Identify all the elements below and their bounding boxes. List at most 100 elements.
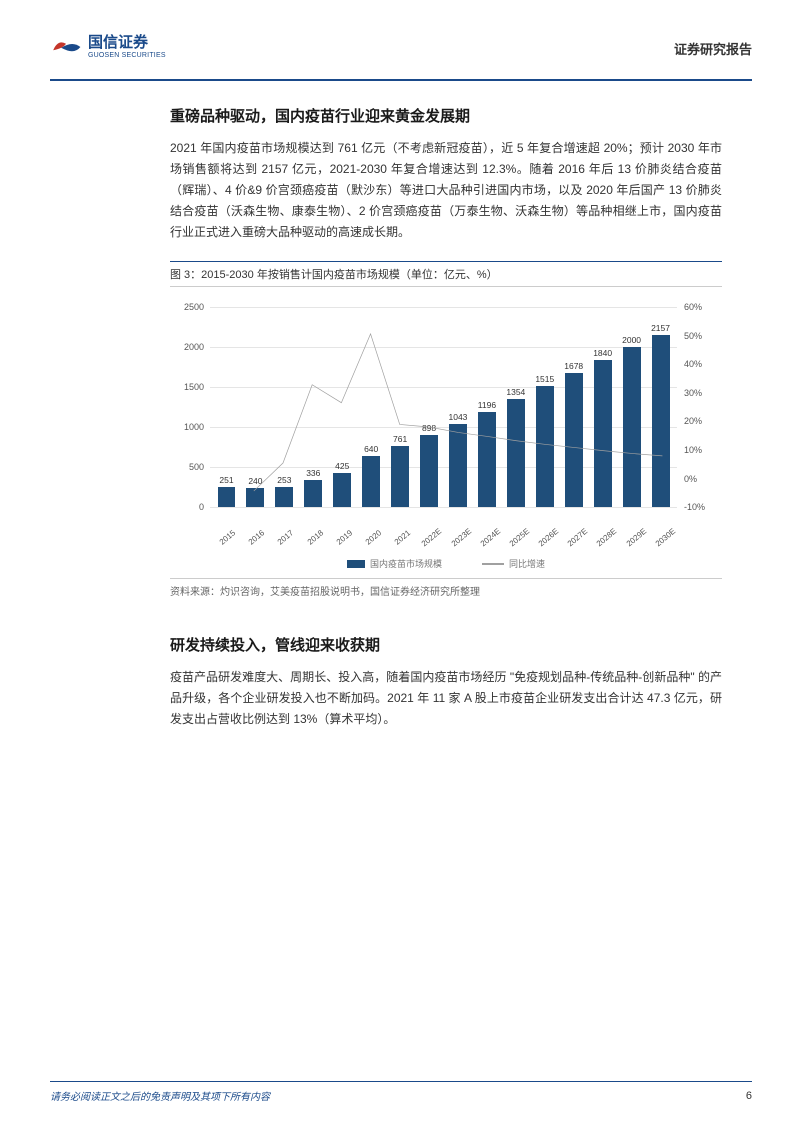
- main-content: 重磅品种驱动，国内疫苗行业迎来黄金发展期 2021 年国内疫苗市场规模达到 76…: [50, 105, 752, 1081]
- bar: [420, 435, 438, 507]
- x-axis-label: 2025E: [505, 525, 533, 551]
- legend-bar-label: 国内疫苗市场规模: [370, 557, 442, 570]
- y-left-tick: 2500: [184, 302, 204, 312]
- x-axis-label: 2029E: [622, 525, 650, 551]
- bar-value-label: 1196: [478, 400, 496, 410]
- bar: [362, 456, 380, 507]
- section1-body: 2021 年国内疫苗市场规模达到 761 亿元（不考虑新冠疫苗），近 5 年复合…: [170, 138, 722, 243]
- bar-value-label: 1840: [593, 348, 612, 358]
- bar-group: 1196: [472, 307, 501, 507]
- bar: [275, 487, 293, 507]
- bar-group: 251: [212, 307, 241, 507]
- legend-bar: 国内疫苗市场规模: [347, 557, 442, 570]
- bar-group: 640: [357, 307, 386, 507]
- page-number: 6: [746, 1090, 752, 1102]
- bar-group: 1043: [444, 307, 473, 507]
- bar-group: 2157: [646, 307, 675, 507]
- section1-title: 重磅品种驱动，国内疫苗行业迎来黄金发展期: [170, 105, 722, 126]
- report-type-label: 证券研究报告: [674, 35, 752, 58]
- x-axis-label: 2017: [272, 525, 300, 551]
- bar-value-label: 1354: [506, 387, 525, 397]
- legend-line-label: 同比增速: [509, 557, 545, 570]
- y-right-tick: 0%: [684, 474, 697, 484]
- y-right-tick: -10%: [684, 502, 705, 512]
- y-left-tick: 1500: [184, 382, 204, 392]
- y-right-tick: 30%: [684, 388, 702, 398]
- bar-value-label: 336: [306, 468, 320, 478]
- bar: [536, 386, 554, 507]
- bar: [246, 488, 264, 507]
- figure-caption: 图 3：2015-2030 年按销售计国内疫苗市场规模（单位：亿元、%）: [170, 261, 722, 287]
- bar-group: 761: [386, 307, 415, 507]
- bar-value-label: 425: [335, 461, 349, 471]
- x-axis-label: 2030E: [651, 525, 679, 551]
- y-right-tick: 10%: [684, 445, 702, 455]
- bar: [478, 412, 496, 508]
- y-right-tick: 60%: [684, 302, 702, 312]
- figure-source: 资料来源：灼识咨询，艾美疫苗招股说明书，国信证券经济研究所整理: [170, 578, 722, 598]
- bar: [565, 373, 583, 507]
- bar-group: 898: [415, 307, 444, 507]
- bar: [507, 399, 525, 507]
- logo-text-en: GUOSEN SECURITIES: [88, 52, 166, 60]
- header-divider: [50, 79, 752, 81]
- bar-value-label: 1678: [564, 361, 583, 371]
- page-footer: 请务必阅读正文之后的免责声明及其项下所有内容 6: [50, 1081, 752, 1103]
- bar-value-label: 2000: [622, 335, 641, 345]
- bar-group: 1678: [559, 307, 588, 507]
- bar-value-label: 1043: [449, 412, 468, 422]
- x-axis-label: 2019: [330, 525, 358, 551]
- section2-body: 疫苗产品研发难度大、周期长、投入高，随着国内疫苗市场经历 "免疫规划品种-传统品…: [170, 667, 722, 730]
- x-axis-label: 2023E: [447, 525, 475, 551]
- bar: [333, 473, 351, 507]
- bar-group: 1515: [530, 307, 559, 507]
- legend-line: 同比增速: [482, 557, 545, 570]
- bar-group: 240: [241, 307, 270, 507]
- bar: [391, 446, 409, 507]
- market-size-chart: 05001000150020002500 -10%0%10%20%30%40%5…: [170, 297, 722, 557]
- x-axis-label: 2018: [301, 525, 329, 551]
- bar-group: 1354: [501, 307, 530, 507]
- bar-value-label: 640: [364, 444, 378, 454]
- y-left-tick: 0: [199, 502, 204, 512]
- bar: [218, 487, 236, 507]
- bar: [304, 480, 322, 507]
- bar-group: 253: [270, 307, 299, 507]
- company-logo: 国信证券 GUOSEN SECURITIES: [50, 35, 166, 59]
- bar: [623, 347, 641, 507]
- x-axis-label: 2021: [389, 525, 417, 551]
- chart-legend: 国内疫苗市场规模 同比增速: [170, 557, 722, 570]
- bar-group: 2000: [617, 307, 646, 507]
- bar-value-label: 240: [248, 476, 262, 486]
- x-axis-label: 2016: [243, 525, 271, 551]
- section2-title: 研发持续投入，管线迎来收获期: [170, 634, 722, 655]
- bar-value-label: 1515: [535, 374, 554, 384]
- bar-group: 1840: [588, 307, 617, 507]
- bar: [449, 424, 467, 507]
- y-right-tick: 20%: [684, 416, 702, 426]
- x-axis-label: 2022E: [418, 525, 446, 551]
- bar-value-label: 761: [393, 434, 407, 444]
- bar-value-label: 251: [219, 475, 233, 485]
- x-axis-label: 2015: [213, 525, 241, 551]
- y-left-tick: 2000: [184, 342, 204, 352]
- bar: [652, 335, 670, 508]
- y-right-tick: 50%: [684, 331, 702, 341]
- bar-value-label: 253: [277, 475, 291, 485]
- logo-text-cn: 国信证券: [88, 35, 166, 52]
- y-left-tick: 1000: [184, 422, 204, 432]
- bar-value-label: 898: [422, 423, 436, 433]
- y-left-tick: 500: [189, 462, 204, 472]
- bar-group: 336: [299, 307, 328, 507]
- x-axis-label: 2026E: [534, 525, 562, 551]
- bar-value-label: 2157: [651, 323, 670, 333]
- bar: [594, 360, 612, 507]
- logo-icon: [50, 35, 82, 59]
- page-header: 国信证券 GUOSEN SECURITIES 证券研究报告: [50, 35, 752, 67]
- x-axis-label: 2027E: [564, 525, 592, 551]
- bar-group: 425: [328, 307, 357, 507]
- x-axis-label: 2028E: [593, 525, 621, 551]
- footer-disclaimer: 请务必阅读正文之后的免责声明及其项下所有内容: [50, 1088, 270, 1103]
- x-axis-label: 2024E: [476, 525, 504, 551]
- x-axis-label: 2020: [359, 525, 387, 551]
